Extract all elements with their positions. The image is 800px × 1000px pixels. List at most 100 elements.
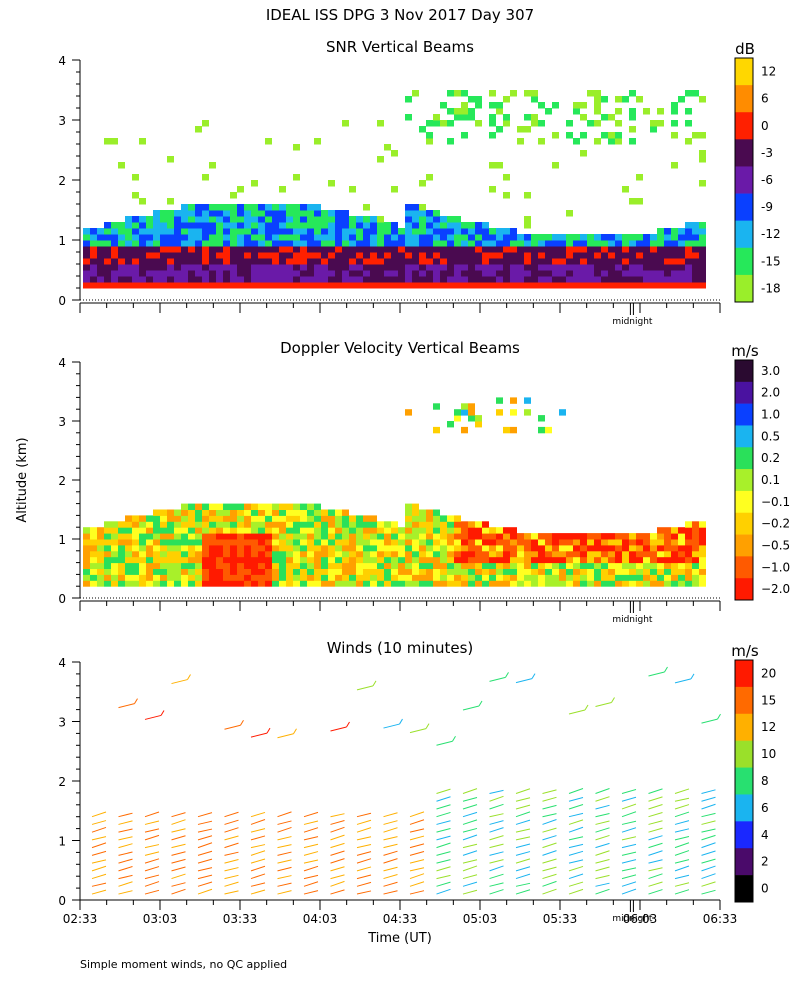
heat-cell — [461, 544, 468, 552]
heat-cell — [412, 216, 419, 223]
heat-cell — [314, 240, 321, 247]
heat-cell — [363, 246, 370, 253]
heat-cell — [230, 550, 237, 558]
x-tick-label: 03:33 — [223, 912, 258, 926]
heat-cell — [594, 276, 601, 283]
heat-cell — [139, 544, 146, 552]
heat-cell — [671, 527, 678, 534]
heat-cell — [153, 270, 160, 277]
heat-cell — [433, 258, 440, 265]
wind-barb — [171, 812, 186, 818]
x-tick-label: 04:33 — [383, 912, 418, 926]
heat-cell — [510, 527, 517, 534]
heat-cell — [475, 421, 482, 428]
wind-barb — [621, 843, 637, 849]
heat-cell — [671, 264, 678, 271]
heat-cell — [608, 544, 615, 552]
heat-cell — [636, 240, 643, 247]
heat-cell — [139, 282, 146, 289]
heat-cell — [167, 276, 174, 283]
wind-barb — [621, 788, 637, 794]
heat-cell — [440, 550, 447, 558]
wind-barb — [356, 836, 372, 841]
wind-barb — [648, 850, 663, 856]
heat-cell — [538, 562, 545, 569]
heat-cell — [433, 228, 440, 235]
heat-cell — [174, 270, 181, 277]
heat-cell — [300, 556, 307, 564]
heat-cell — [97, 240, 104, 247]
heat-cell — [293, 533, 300, 540]
wind-barb — [515, 882, 531, 887]
heat-cell — [139, 276, 146, 283]
heat-cell — [391, 562, 398, 569]
heat-cell — [454, 527, 461, 534]
heat-cell — [118, 270, 125, 277]
heat-cell — [188, 282, 195, 289]
heat-cell — [167, 234, 174, 241]
heat-cell — [279, 186, 286, 193]
heat-cell — [461, 102, 468, 109]
heat-cell — [370, 246, 377, 253]
heat-cell — [594, 568, 601, 575]
wind-barb — [690, 673, 695, 680]
wind-barb — [118, 828, 133, 833]
heat-cell — [510, 270, 517, 277]
heat-cell — [258, 544, 265, 552]
heat-cell — [573, 544, 580, 552]
wind-barb — [515, 678, 533, 684]
heat-cell — [440, 282, 447, 289]
wind-barb — [197, 850, 213, 856]
heat-cell — [377, 246, 384, 253]
heat-cell — [230, 580, 237, 587]
heat-cell — [587, 90, 594, 97]
heat-cell — [699, 544, 706, 552]
heat-cell — [391, 556, 398, 564]
heat-cell — [321, 509, 328, 516]
heat-cell — [223, 562, 230, 569]
heat-cell — [370, 240, 377, 247]
heat-cell — [237, 580, 244, 587]
heat-cell — [97, 562, 104, 569]
wind-barb — [568, 709, 586, 715]
wind-barb — [383, 866, 398, 872]
heat-cell — [223, 234, 230, 241]
wind-barb — [674, 811, 690, 818]
heat-cell — [510, 426, 517, 434]
wind-barb — [303, 843, 319, 849]
wind-barb — [383, 723, 400, 729]
heat-cell — [622, 258, 629, 265]
wind-barb — [171, 819, 186, 825]
heat-cell — [664, 544, 671, 552]
heat-cell — [566, 270, 573, 277]
wind-barb — [648, 842, 663, 849]
heat-cell — [482, 556, 489, 564]
heat-cell — [286, 515, 293, 522]
heat-cell — [454, 114, 461, 121]
heat-cell — [181, 234, 188, 241]
heat-cell — [524, 126, 531, 133]
heat-cell — [475, 533, 482, 540]
heat-cell — [265, 210, 272, 217]
heat-cell — [195, 580, 202, 587]
heat-cell — [167, 210, 174, 217]
heat-cell — [482, 240, 489, 247]
wind-barb — [240, 720, 244, 726]
heat-cell — [146, 216, 153, 223]
heat-cell — [300, 246, 307, 253]
heat-cell — [265, 246, 272, 253]
heat-cell — [349, 539, 356, 546]
heat-cell — [111, 521, 118, 528]
heat-cell — [181, 556, 188, 564]
heat-cell — [286, 216, 293, 223]
heat-cell — [216, 228, 223, 235]
heat-cell — [181, 539, 188, 546]
heat-cell — [216, 276, 223, 283]
heat-cell — [209, 544, 216, 552]
heat-cell — [153, 521, 160, 528]
heat-cell — [258, 521, 265, 528]
heat-cell — [685, 544, 692, 552]
heat-cell — [643, 556, 650, 564]
heat-cell — [230, 515, 237, 522]
heat-cell — [363, 556, 370, 564]
